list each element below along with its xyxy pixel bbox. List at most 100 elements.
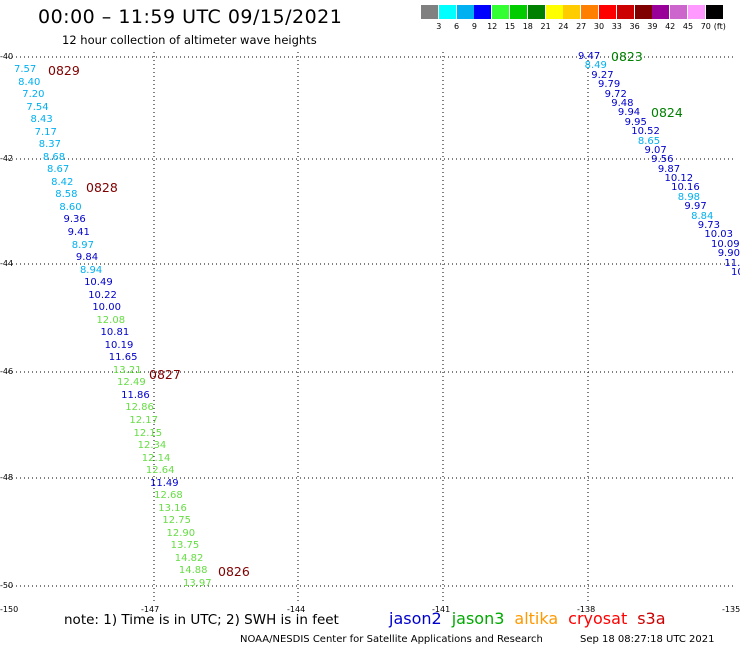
- legend-item-s3a: s3a: [637, 609, 666, 628]
- swh-value: 10.22: [88, 289, 117, 301]
- swh-value: 9.95: [624, 116, 647, 128]
- swh-value: 12.68: [154, 490, 183, 502]
- latitude-label: -48: [0, 473, 14, 482]
- colorbar-label: 21: [540, 22, 551, 31]
- colorbar-label: 24: [558, 22, 569, 31]
- colorbar-label: 3: [436, 22, 442, 31]
- generated-timestamp: Sep 18 08:27:18 UTC 2021: [580, 634, 715, 645]
- swh-value: 8.98: [677, 191, 701, 203]
- page-title: 00:00 – 11:59 UTC 09/15/2021: [38, 6, 343, 28]
- page-subtitle: 12 hour collection of altimeter wave hei…: [62, 33, 317, 47]
- latitude-label: -46: [0, 367, 14, 376]
- colorbar-swatch: [563, 5, 581, 19]
- colorbar-label: 70: [700, 22, 711, 31]
- longitude-label: -141: [432, 605, 451, 614]
- swh-value: 8.68: [42, 151, 66, 163]
- colorbar-unit: (ft): [713, 22, 726, 31]
- colorbar-swatch: [652, 5, 670, 19]
- colorbar-label: 15: [504, 22, 516, 31]
- swh-value: 8.65: [637, 135, 661, 147]
- colorbar-label: 42: [665, 22, 676, 31]
- swh-value: 10.03: [704, 229, 734, 241]
- footer-credit: NOAA/NESDIS Center for Satellite Applica…: [240, 634, 543, 645]
- colorbar-swatch: [510, 5, 527, 19]
- swh-value: 9.72: [604, 88, 627, 100]
- swh-value: 9.07: [644, 144, 667, 156]
- swh-value: 12.15: [133, 427, 163, 439]
- time-label: 0829: [48, 63, 80, 78]
- colorbar-label: 30: [593, 22, 605, 31]
- colorbar-swatch: [616, 5, 634, 19]
- colorbar-label: 39: [647, 22, 658, 31]
- swh-value: 12.90: [166, 527, 196, 539]
- colorbar-swatch: [688, 5, 705, 19]
- swh-value: 9.84: [75, 252, 99, 264]
- swh-value: 13.21: [112, 364, 142, 376]
- colorbar-swatch: [581, 5, 599, 19]
- swh-value: 12.34: [137, 440, 167, 452]
- swh-value: 8.84: [691, 210, 714, 222]
- swh-value: 10: [731, 267, 740, 278]
- colorbar-swatch: [634, 5, 652, 19]
- swh-value: 10.52: [631, 126, 660, 138]
- swh-value: 13.75: [170, 540, 200, 552]
- swh-value: 10.00: [92, 302, 121, 314]
- swh-value: 9.79: [597, 79, 621, 91]
- map-grid: [8, 52, 735, 604]
- swh-value: 8.97: [71, 239, 94, 251]
- swh-value: 9.36: [63, 214, 86, 226]
- latitude-label: -44: [0, 259, 14, 268]
- legend-item-altika: altika: [514, 609, 559, 628]
- swh-value: 12.08: [96, 314, 126, 326]
- swh-value: 10.19: [104, 339, 134, 351]
- swh-value: 13.16: [158, 502, 187, 514]
- swh-value: 11.86: [121, 389, 150, 401]
- swh-value: 8.42: [51, 176, 74, 188]
- colorbar-swatch: [456, 5, 474, 19]
- swh-value: 11.65: [108, 352, 138, 364]
- time-label: 0824: [651, 105, 683, 120]
- colorbar-label: 33: [611, 22, 622, 31]
- colorbar-swatch: [492, 5, 510, 19]
- swh-value: 13.97: [183, 578, 212, 589]
- swh-value: 12.14: [141, 452, 171, 464]
- swh-value: 12.64: [145, 465, 175, 477]
- swh-value: 12.17: [129, 415, 159, 427]
- swh-value: 11.49: [150, 477, 179, 489]
- longitude-label: -150: [0, 605, 19, 614]
- colorbar-swatch: [527, 5, 545, 19]
- colorbar-label: 18: [522, 22, 533, 31]
- colorbar-swatch: [705, 5, 723, 19]
- swh-value: 8.37: [38, 139, 61, 151]
- swh-value: 7.17: [34, 126, 57, 138]
- swh-value: 8.60: [59, 201, 82, 213]
- swh-value: 10.09: [711, 238, 740, 250]
- longitude-label: -138: [577, 605, 596, 614]
- colorbar-swatch: [599, 5, 616, 19]
- time-label: 0827: [149, 367, 181, 382]
- time-label: 0826: [218, 564, 250, 579]
- colorbar-swatch: [474, 5, 492, 19]
- swh-value: 14.88: [178, 565, 208, 577]
- swh-value: 7.57: [14, 64, 37, 75]
- swh-value: 12.86: [125, 402, 154, 414]
- colorbar-label: 6: [454, 22, 460, 31]
- swh-value: 14.82: [174, 552, 204, 564]
- swh-value: 9.27: [591, 69, 614, 81]
- latitude-label: -42: [0, 154, 14, 163]
- colorbar-swatch: [438, 5, 456, 19]
- longitude-label: -135: [722, 605, 740, 614]
- swh-value: 10.12: [664, 173, 694, 185]
- swh-value: 10.49: [84, 277, 113, 289]
- satellite-legend: jason2 jason3 altika cryosat s3a: [389, 609, 676, 628]
- swh-value: 9.73: [697, 220, 720, 232]
- colorbar-label: 27: [576, 22, 587, 31]
- latitude-label: -50: [0, 581, 14, 590]
- colorbar-swatch: [670, 5, 688, 19]
- swh-value: 9.56: [651, 154, 674, 166]
- colorbar-swatch: [545, 5, 563, 19]
- swh-value: 10.16: [671, 182, 700, 194]
- swh-value: 7.20: [22, 89, 45, 101]
- swh-value: 9.41: [67, 226, 90, 238]
